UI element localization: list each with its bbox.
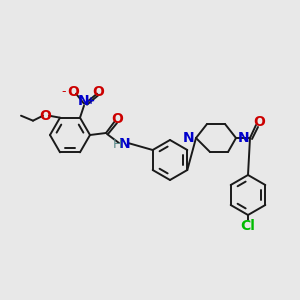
Text: N: N — [182, 131, 194, 145]
Text: Cl: Cl — [241, 219, 255, 233]
Text: O: O — [39, 109, 51, 123]
Text: N: N — [78, 94, 90, 108]
Text: O: O — [67, 85, 79, 99]
Text: O: O — [92, 85, 104, 99]
Text: O: O — [253, 115, 265, 129]
Text: N: N — [119, 137, 131, 151]
Text: -: - — [62, 85, 66, 98]
Text: +: + — [87, 96, 95, 106]
Text: H: H — [112, 137, 122, 151]
Text: O: O — [111, 112, 123, 126]
Text: N: N — [238, 131, 250, 145]
